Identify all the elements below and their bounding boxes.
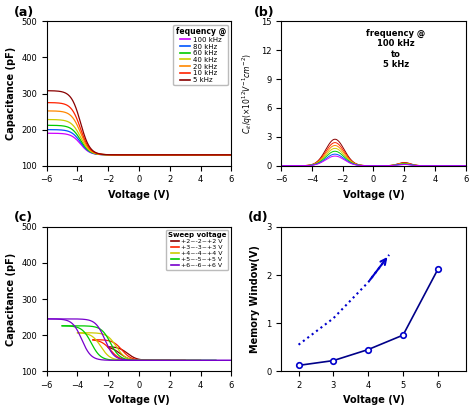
X-axis label: Voltage (V): Voltage (V) (108, 190, 170, 200)
Y-axis label: Memory Window(V): Memory Window(V) (250, 245, 261, 353)
Y-axis label: $C_{it}/q(\times10^{12}V^{-1}cm^{-2})$: $C_{it}/q(\times10^{12}V^{-1}cm^{-2})$ (241, 53, 255, 134)
Text: frequency @
100 kHz
to
5 kHz: frequency @ 100 kHz to 5 kHz (366, 29, 425, 69)
Legend: 100 kHz, 80 kHz, 60 kHz, 40 kHz, 20 kHz, 10 kHz, 5 kHz: 100 kHz, 80 kHz, 60 kHz, 40 kHz, 20 kHz,… (173, 25, 228, 85)
Text: (a): (a) (13, 5, 34, 18)
Text: (d): (d) (248, 211, 269, 224)
X-axis label: Voltage (V): Voltage (V) (108, 395, 170, 405)
Legend: +2~-2~+2 V, +3~-3~+3 V, +4~-4~+4 V, +5~-5~+5 V, +6~-6~+6 V: +2~-2~+2 V, +3~-3~+3 V, +4~-4~+4 V, +5~-… (166, 230, 228, 270)
X-axis label: Voltage (V): Voltage (V) (343, 190, 404, 200)
Y-axis label: Capacitance (pF): Capacitance (pF) (6, 47, 16, 140)
Text: (b): (b) (254, 5, 274, 18)
Text: (c): (c) (13, 211, 33, 224)
Y-axis label: Capacitance (pF): Capacitance (pF) (6, 252, 16, 346)
X-axis label: Voltage (V): Voltage (V) (343, 395, 404, 405)
